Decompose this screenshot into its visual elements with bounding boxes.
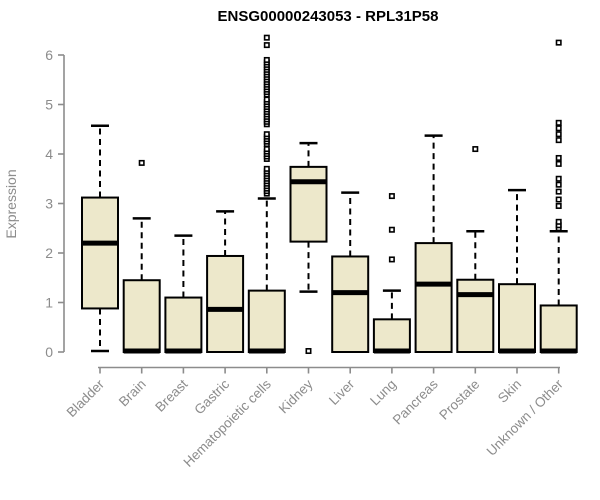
outlier-point (305, 348, 312, 355)
y-axis-tick-label: 2 (45, 245, 53, 261)
outlier-point (555, 160, 562, 167)
outlier-point (263, 96, 270, 103)
x-axis-category-label: Pancreas (390, 376, 441, 427)
y-axis-tick-label: 4 (45, 146, 53, 162)
outlier-point (555, 137, 562, 144)
box (331, 255, 370, 353)
outlier-point (263, 42, 270, 49)
y-axis-title: Expression (3, 169, 19, 238)
x-axis-category-label: Gastric (191, 376, 232, 417)
outlier-point (263, 131, 270, 138)
outlier-point (555, 154, 562, 161)
x-axis-category-label: Brain (116, 377, 149, 410)
outlier-point (555, 39, 562, 46)
outlier-point (555, 125, 562, 132)
y-axis-tick-label: 5 (45, 97, 53, 113)
box (539, 304, 578, 353)
box (498, 283, 536, 353)
box (122, 279, 161, 354)
y-axis-tick-label: 1 (45, 295, 53, 311)
x-axis-category-label: Skin (495, 377, 524, 406)
box (247, 289, 286, 353)
y-axis-tick-label: 6 (45, 47, 53, 63)
outlier-point (263, 56, 270, 63)
outlier-point (555, 188, 562, 195)
outlier-point (555, 181, 562, 188)
outlier-point (555, 119, 562, 126)
x-axis-category-label: Lung (367, 377, 399, 409)
x-axis-category-label: Bladder (64, 376, 108, 420)
box (414, 242, 453, 354)
outlier-point (263, 146, 270, 153)
box (164, 296, 203, 353)
outlier-point (263, 34, 270, 41)
outlier-point (263, 165, 270, 172)
box (372, 318, 411, 353)
outlier-point (388, 193, 395, 200)
chart-title: ENSG00000243053 - RPL31P58 (217, 8, 439, 25)
outlier-point (555, 196, 562, 203)
x-axis-category-label: Liver (326, 376, 358, 408)
x-axis-category-label: Kidney (276, 376, 316, 416)
outlier-point (555, 131, 562, 138)
box (456, 278, 495, 354)
x-axis-category-label: Prostate (436, 377, 482, 423)
y-axis-tick-label: 0 (45, 344, 53, 360)
outlier-point (138, 159, 145, 166)
outlier-point (388, 256, 395, 263)
box (206, 254, 245, 353)
x-axis-category-label: Breast (152, 376, 190, 414)
box (289, 165, 328, 243)
outlier-point (388, 226, 395, 233)
y-axis-tick-label: 3 (45, 196, 53, 212)
outlier-point (555, 175, 562, 182)
x-axis-category-label: Unknown / Other (484, 376, 567, 459)
outlier-point (472, 146, 479, 153)
box (81, 196, 119, 310)
outlier-point (555, 202, 562, 209)
outlier-point (555, 218, 562, 225)
